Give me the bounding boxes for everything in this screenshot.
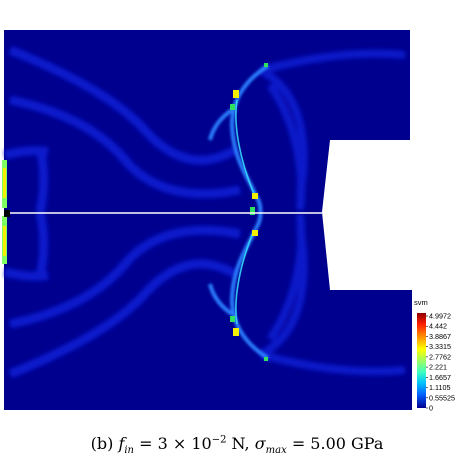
caption-sigma-sub: max (265, 445, 287, 457)
colorbar-tick-label: 2.7762 (429, 352, 451, 361)
caption-eq2: = 5.00 GPa (291, 434, 384, 453)
caption-label: (b) (90, 434, 114, 453)
deformed-domain (4, 30, 412, 410)
colorbar-tick-label: 4.442 (429, 322, 447, 331)
load-path-bands-left (3, 45, 241, 379)
colorbar-tick-label: 3.3315 (429, 342, 451, 351)
colorbar-tick-label: 1.1105 (429, 383, 450, 392)
colorbar-tick-label: 3.8867 (429, 332, 451, 341)
caption-eq1: = 3 × 10 (139, 434, 212, 453)
colorbar-tick-label: 2.221 (429, 363, 447, 372)
left-edge-stress (2, 160, 7, 264)
caption-unit1: N, (231, 434, 250, 453)
caption-var: f (118, 434, 125, 453)
caption-var-sub: in (124, 445, 134, 457)
colorbar-title: svm (414, 298, 428, 307)
central-stress-arcs-core (235, 99, 255, 325)
colorbar-tick-label: 1.6657 (429, 373, 451, 382)
figure-caption: (b) fin = 3 × 10−2 N, σmax = 5.00 GPa (0, 434, 474, 456)
load-path-bands-right (258, 49, 406, 376)
colorbar-tick-label: 4.9972 (429, 312, 451, 321)
hot-spots (230, 63, 268, 361)
symmetry-edge-mark (4, 210, 10, 217)
colorbar-tick-label: 0 (429, 404, 433, 413)
colorbar-tick-label: 0.55525 (429, 393, 455, 402)
caption-exp: −2 (211, 434, 227, 446)
colorbar: svm 4.99724.4423.88673.33152.77622.2211.… (414, 298, 455, 413)
caption-sigma: σ (254, 434, 266, 453)
colorbar-gradient (417, 313, 426, 408)
